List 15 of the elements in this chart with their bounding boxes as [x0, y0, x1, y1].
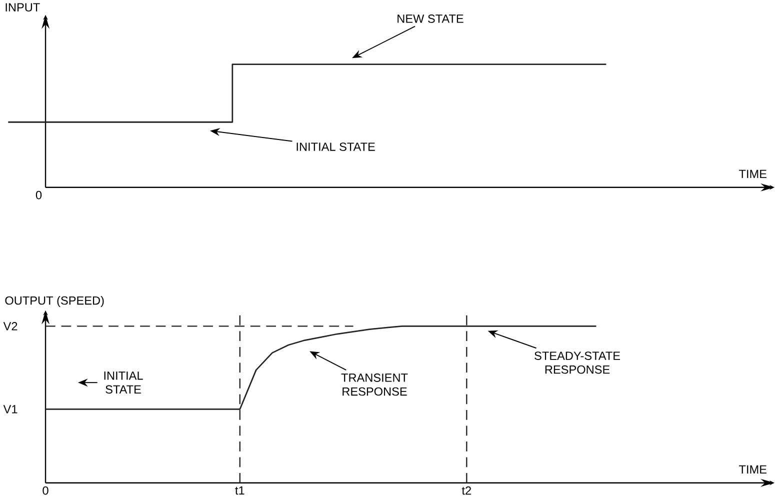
text: NEW STATE [398, 14, 464, 23]
annotation: INITIAL STATE [296, 142, 375, 151]
x-axis-title: TIME [739, 465, 766, 474]
x-tick-label: 0 [42, 486, 48, 495]
x-tick-label: t2 [462, 486, 471, 495]
annotation: TRANSIENT RESPONSE [341, 374, 408, 396]
y-axis-title: INPUT [6, 3, 40, 12]
text: V1 [3, 405, 18, 414]
annotation: STEADY-STATE RESPONSE [534, 352, 620, 374]
text: 0 [36, 190, 42, 200]
y-axis-title: OUTPUT (SPEED) [5, 296, 104, 308]
text: V2 [3, 322, 18, 330]
x-axis-title: TIME [739, 170, 766, 178]
x-tick-label: t1 [235, 486, 244, 495]
annotation: INITIAL STATE [104, 372, 143, 394]
